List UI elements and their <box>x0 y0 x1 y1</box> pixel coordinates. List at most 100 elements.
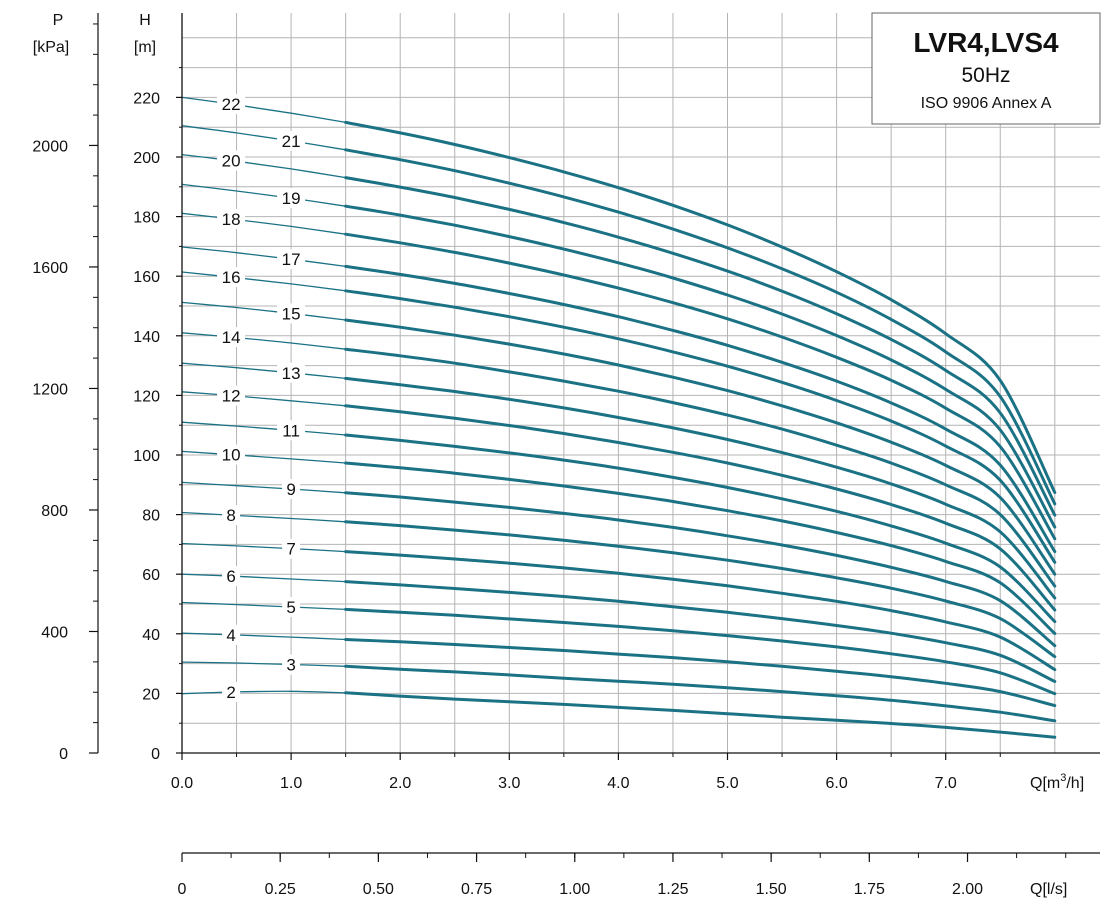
y-axis-tick-label: 60 <box>142 567 160 584</box>
y-axis-tick-label: 200 <box>133 150 160 167</box>
curve-7-extended <box>181 542 346 553</box>
curve-label-bg <box>277 130 306 151</box>
curve-20-extended <box>181 153 346 179</box>
p-axis-tick-label: 400 <box>41 624 68 641</box>
curve-label-bg <box>217 208 246 229</box>
x-axis-tick-label: 6.0 <box>825 775 847 792</box>
p-axis-unit: [kPa] <box>33 39 69 56</box>
curve-label-9: 9 <box>286 480 295 499</box>
y-axis-tick-label: 220 <box>133 90 160 107</box>
curve-17-extended <box>181 246 346 268</box>
curve-label-22: 22 <box>222 95 241 114</box>
x2-axis-tick-label: 0 <box>178 881 187 898</box>
curve-6-extended <box>181 573 346 583</box>
curve-18 <box>344 232 1057 541</box>
curve-label-12: 12 <box>222 387 241 406</box>
curve-label-20: 20 <box>222 152 241 171</box>
x-axis-tick-label: 1.0 <box>280 775 302 792</box>
x-axis-tick-label: 4.0 <box>607 775 629 792</box>
curve-18-extended <box>181 212 346 235</box>
curve-label-bg <box>217 327 246 348</box>
curve-label-16: 16 <box>222 268 241 287</box>
curve-label-bg <box>222 682 241 703</box>
curve-label-13: 13 <box>282 364 301 383</box>
curve-label-17: 17 <box>282 250 301 269</box>
curve-label-14: 14 <box>222 328 241 347</box>
curve-22-extended <box>181 96 346 124</box>
curve-11 <box>344 433 1057 624</box>
x-axis-tick-label: 3.0 <box>498 775 520 792</box>
curve-label-bg <box>277 303 306 324</box>
curve-12-extended <box>181 391 346 407</box>
curve-3 <box>344 664 1057 723</box>
curve-8 <box>344 520 1057 659</box>
curve-19 <box>344 204 1057 529</box>
curve-4-extended <box>181 632 346 641</box>
curve-label-bg <box>222 566 241 587</box>
title-box: LVR4,LVS4 50Hz ISO 9906 Annex A <box>871 12 1101 125</box>
curve-9-extended <box>181 481 346 494</box>
p-axis-tick-label: 0 <box>59 746 68 763</box>
x-axis-label: Q[m3/h] <box>1030 772 1084 792</box>
curve-label-bg <box>217 150 246 171</box>
curve-label-bg <box>282 654 301 675</box>
y-axis-tick-label: 40 <box>142 627 160 644</box>
y-axis-tick-label: 100 <box>133 448 160 465</box>
curve-14 <box>344 347 1057 588</box>
x-axis-tick-label: 0.0 <box>171 775 193 792</box>
chart-standard: ISO 9906 Annex A <box>921 95 1052 112</box>
x-axis-tick-label: 2.0 <box>389 775 411 792</box>
p-axis-tick-label: 1200 <box>32 381 68 398</box>
x2-axis-tick-label: 0.75 <box>461 881 492 898</box>
curve-label-21: 21 <box>282 132 301 151</box>
curve-label-2: 2 <box>226 683 235 702</box>
curve-label-bg <box>277 188 306 209</box>
x2-axis-label: Q[l/s] <box>1030 881 1067 898</box>
y-axis-tick-label: 80 <box>142 508 160 525</box>
curve-label-5: 5 <box>286 598 295 617</box>
curve-label-bg <box>277 362 306 383</box>
x2-axis-tick-label: 1.75 <box>854 881 885 898</box>
x-axis-tick-label: 5.0 <box>716 775 738 792</box>
curve-label-bg <box>222 505 241 526</box>
curve-13 <box>344 376 1057 600</box>
curve-21-extended <box>181 125 346 151</box>
curve-label-19: 19 <box>282 189 301 208</box>
axes: P [kPa] H [m] Q[m3/h] Q[l/s] 0.0 1.0 2.0 3.… <box>32 12 1100 898</box>
chart-title: LVR4,LVS4 <box>913 27 1059 58</box>
curve-label-bg <box>217 444 246 465</box>
y-axis-tick-label: 20 <box>142 686 160 703</box>
curve-13-extended <box>181 362 346 380</box>
p-axis-label: P <box>53 12 64 29</box>
x2-axis-tick-label: 0.50 <box>363 881 394 898</box>
y-axis-unit: [m] <box>134 39 156 56</box>
curve-label-11: 11 <box>282 421 300 440</box>
title-box-frame <box>871 12 1101 125</box>
curve-14-extended <box>181 332 346 350</box>
x-axis-label-sup: 3 <box>1060 772 1066 784</box>
curve-16 <box>344 289 1057 564</box>
x2-axis-tick-label: 0.25 <box>265 881 296 898</box>
curve-7 <box>344 550 1057 672</box>
curve-label-7: 7 <box>286 540 295 559</box>
curve-20 <box>344 176 1057 517</box>
curve-15-extended <box>181 301 346 321</box>
curve-12 <box>344 404 1057 612</box>
curve-label-bg <box>282 538 301 559</box>
p-axis-tick-label: 1600 <box>32 260 68 277</box>
curve-6 <box>344 580 1057 683</box>
curve-2-extended <box>181 690 346 695</box>
curve-2 <box>344 691 1057 739</box>
y-axis-tick-label: 120 <box>133 388 160 405</box>
curve-label-bg <box>222 624 241 645</box>
p-axis-tick-label: 2000 <box>32 138 68 155</box>
x2-axis-tick-label: 2.00 <box>952 881 983 898</box>
curve-label-10: 10 <box>222 446 241 465</box>
y-axis-tick-label: 180 <box>133 210 160 227</box>
curve-label-bg <box>277 249 306 270</box>
curve-label-bg <box>217 267 246 288</box>
curve-16-extended <box>181 271 346 292</box>
curve-4 <box>344 638 1057 708</box>
y-axis-label: H <box>139 12 151 29</box>
